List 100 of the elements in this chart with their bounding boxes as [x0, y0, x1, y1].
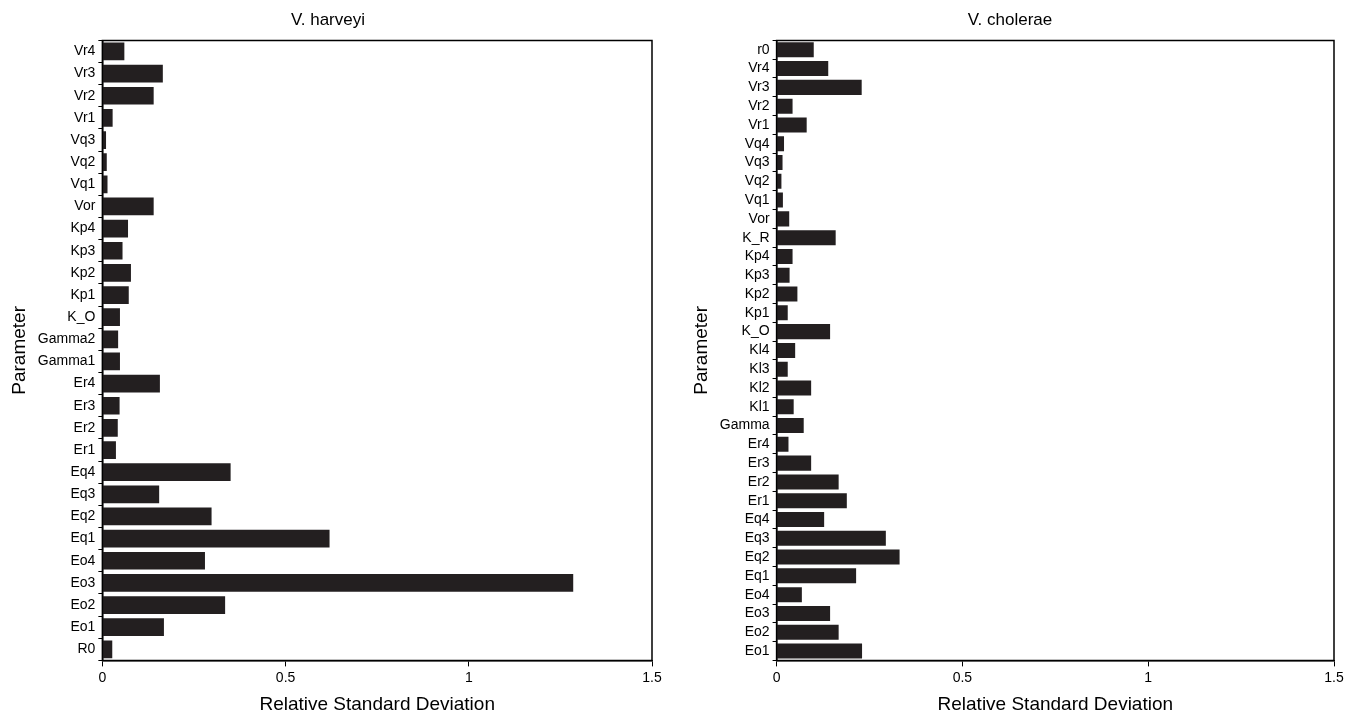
y-tick-label: r0: [757, 40, 770, 57]
bar: [777, 530, 886, 546]
bar: [777, 568, 857, 584]
bar: [777, 192, 783, 208]
bar: [102, 175, 108, 194]
y-tick-label: Eo4: [70, 551, 96, 568]
y-tick-label: Eo3: [744, 604, 770, 621]
bar: [777, 117, 807, 133]
y-tick-label: Er4: [73, 374, 96, 391]
y-tick-label: Er3: [747, 453, 770, 470]
bar: [777, 436, 789, 452]
bar: [102, 529, 330, 548]
y-tick-label: Er1: [73, 440, 96, 457]
bar: [102, 419, 118, 437]
y-tick-label: Kp3: [744, 266, 770, 283]
y-tick-label: Kl4: [749, 341, 770, 358]
bar: [777, 549, 900, 565]
bar: [102, 330, 119, 349]
chart-title: V. harveyi: [290, 9, 366, 29]
y-tick-label: Kp3: [70, 241, 96, 258]
bar: [102, 374, 160, 393]
y-tick-label: Eq1: [744, 566, 770, 583]
y-tick-label: Eq2: [744, 547, 770, 564]
y-tick-label: Eq2: [70, 507, 96, 524]
bar: [777, 61, 829, 77]
bar: [102, 131, 107, 149]
y-tick-label: Eo2: [70, 595, 96, 612]
y-tick-label: K_O: [741, 322, 770, 339]
y-tick-label: Kl3: [749, 360, 770, 377]
bar: [777, 399, 794, 415]
bar: [777, 267, 790, 283]
bar: [777, 136, 785, 152]
bar: [102, 441, 116, 459]
y-tick-label: Eo2: [744, 623, 770, 640]
y-tick-label: Gamma2: [37, 330, 96, 347]
x-tick-label: 0: [772, 668, 781, 685]
y-tick-label: Eo4: [744, 585, 770, 602]
x-tick-label: 1.5: [1324, 668, 1344, 685]
bar: [102, 463, 231, 482]
bar: [777, 230, 836, 246]
y-tick-label: Er3: [73, 396, 96, 413]
y-tick-label: Er4: [747, 435, 770, 452]
x-tick-label: 0: [98, 668, 107, 685]
bar: [777, 474, 839, 490]
bar: [102, 219, 129, 238]
x-tick-label: 1.5: [642, 668, 662, 685]
y-tick-label: Vq1: [744, 190, 770, 207]
y-tick-label: Vr1: [74, 108, 96, 125]
y-tick-label: Vq4: [744, 134, 770, 151]
y-tick-label: Vq1: [70, 175, 96, 192]
bar: [777, 380, 812, 396]
bar: [102, 551, 205, 570]
bar: [777, 305, 788, 321]
bar: [777, 42, 814, 58]
bar: [777, 455, 812, 471]
y-tick-label: Eq4: [744, 510, 770, 527]
bar: [777, 155, 783, 171]
bar: [777, 211, 790, 227]
y-tick-label: Vr3: [74, 64, 96, 81]
y-tick-label: Kp4: [70, 219, 96, 236]
y-tick-label: Vq2: [744, 172, 770, 189]
y-tick-label: Kl2: [749, 378, 770, 395]
bar: [777, 418, 804, 434]
bar: [777, 624, 839, 640]
bar: [777, 98, 793, 114]
bar: [102, 596, 226, 614]
bar: [102, 640, 113, 659]
y-tick-label: Eo1: [744, 641, 770, 658]
y-tick-label: Er2: [73, 418, 96, 435]
y-tick-label: Er2: [747, 472, 770, 489]
bar: [102, 574, 574, 592]
bar: [777, 587, 802, 603]
y-tick-label: R0: [77, 640, 96, 657]
x-axis-title: Relative Standard Deviation: [259, 692, 495, 714]
x-tick-label: 1: [1144, 668, 1153, 685]
y-tick-label: Eo3: [70, 573, 96, 590]
y-tick-label: Eq1: [70, 529, 96, 546]
y-tick-label: Kp1: [744, 303, 770, 320]
chart-title: V. cholerae: [967, 9, 1053, 29]
y-tick-label: Vr4: [748, 59, 770, 76]
y-tick-label: Vq3: [70, 130, 96, 147]
bar: [777, 342, 796, 358]
bar: [777, 324, 831, 340]
y-tick-label: Kl1: [749, 397, 770, 414]
y-tick-label: Vr1: [748, 115, 770, 132]
y-tick-label: Kp4: [744, 247, 770, 264]
y-tick-label: K_R: [742, 228, 770, 245]
y-tick-label: Gamma: [719, 416, 770, 433]
bar: [777, 248, 793, 264]
y-tick-label: Vq3: [744, 153, 770, 170]
bar: [102, 618, 164, 637]
bar: [777, 79, 862, 95]
x-tick-label: 0.5: [275, 668, 296, 685]
x-axis-title: Relative Standard Deviation: [937, 692, 1174, 714]
y-tick-label: Eq3: [744, 529, 770, 546]
bar: [777, 173, 782, 189]
bar: [102, 264, 131, 282]
bar: [102, 86, 154, 105]
y-tick-label: Eo1: [70, 618, 96, 635]
bar: [102, 308, 120, 327]
